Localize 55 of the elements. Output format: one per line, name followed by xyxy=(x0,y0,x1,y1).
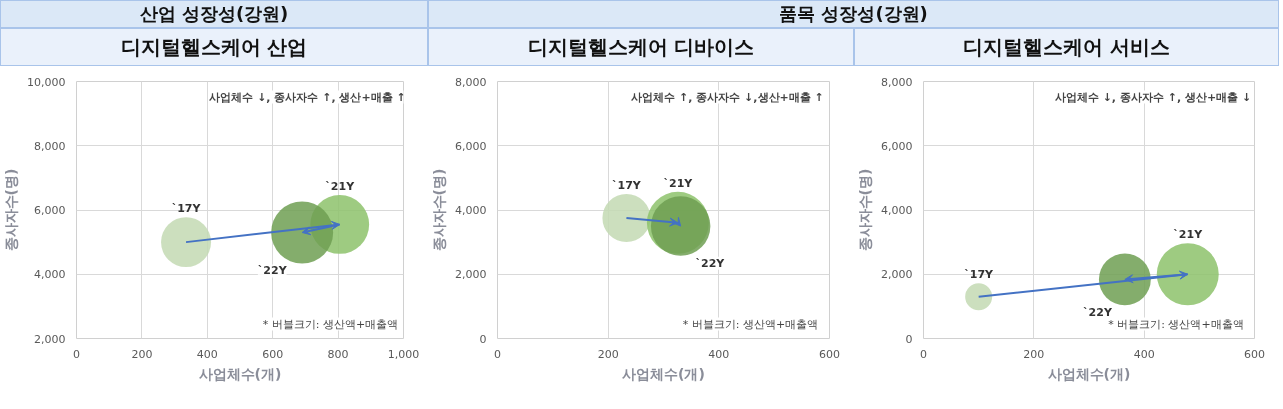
annotation: * 버블크기: 생산액+매출액 xyxy=(1108,317,1244,331)
y-axis-title: 종사자수(명) xyxy=(3,168,20,252)
chart-title: 품목 성장성(강원) xyxy=(779,2,928,26)
y-axis-title: 종사자수(명) xyxy=(857,168,874,252)
annotation: 사업체수 ↑, 종사자수 ↓,생산+매출 ↑ xyxy=(631,90,824,104)
y-tick-label: 4,000 xyxy=(881,204,913,217)
series-label: `22Y xyxy=(1083,306,1113,320)
x-tick-label: 200 xyxy=(131,347,153,361)
y-tick-label: 8,000 xyxy=(455,75,487,89)
series-label: `17Y xyxy=(964,268,995,282)
y-tick-label: 4,000 xyxy=(34,268,66,282)
chart-subtitle: 디지털헬스케어 서비스 xyxy=(963,34,1170,61)
annotation: 사업체수 ↓, 종사자수 ↑, 생산+매출 ↑ xyxy=(209,90,406,104)
series-label: `21Y xyxy=(1173,228,1204,242)
x-tick-label: 600 xyxy=(819,347,840,361)
x-axis-title: 사업체수(개) xyxy=(1047,365,1131,382)
chart-subtitle: 디지털헬스케어 디바이스 xyxy=(527,34,755,61)
y-tick-label: 0 xyxy=(905,332,913,346)
x-tick-label: 600 xyxy=(262,347,284,361)
series-label: `17Y xyxy=(612,179,642,193)
y-tick-label: 0 xyxy=(479,332,487,346)
x-axis-title: 사업체수(개) xyxy=(198,365,282,382)
y-tick-label: 8,000 xyxy=(881,75,913,89)
x-tick-label: 600 xyxy=(1244,347,1265,361)
x-tick-label: 0 xyxy=(494,347,501,361)
annotation: 사업체수 ↓, 종사자수 ↑, 생산+매출 ↓ xyxy=(1054,90,1252,104)
chart-subtitle: 디지털헬스케어 산업 xyxy=(120,34,308,61)
x-axis-title: 사업체수(개) xyxy=(622,365,705,382)
annotation: * 버블크기: 생산액+매출액 xyxy=(262,317,399,331)
y-tick-label: 4,000 xyxy=(455,204,487,217)
series-label: `17Y xyxy=(171,202,202,216)
x-tick-label: 0 xyxy=(920,347,927,361)
series-label: `21Y xyxy=(325,180,356,194)
y-tick-label: 10,000 xyxy=(27,75,66,89)
y-tick-label: 2,000 xyxy=(34,332,66,346)
y-tick-label: 8,000 xyxy=(34,139,66,153)
x-tick-label: 800 xyxy=(327,347,349,361)
y-tick-label: 2,000 xyxy=(455,268,487,282)
series-label: `21Y xyxy=(663,176,694,190)
x-tick-label: 200 xyxy=(597,347,619,361)
y-tick-label: 6,000 xyxy=(34,204,66,217)
series-label: `22Y xyxy=(695,256,726,270)
chart-title: 산업 성장성(강원) xyxy=(139,2,289,26)
y-tick-label: 2,000 xyxy=(881,268,913,282)
series-label: `22Y xyxy=(257,264,288,278)
x-tick-label: 400 xyxy=(1133,347,1155,361)
x-tick-label: 1,000 xyxy=(387,347,420,361)
x-tick-label: 400 xyxy=(708,347,730,361)
annotation: * 버블크기: 생산액+매출액 xyxy=(682,317,819,331)
y-axis-title: 종사자수(명) xyxy=(431,168,448,252)
y-tick-label: 6,000 xyxy=(881,139,913,153)
x-tick-label: 400 xyxy=(196,347,218,361)
y-tick-label: 6,000 xyxy=(455,139,487,153)
x-tick-label: 0 xyxy=(73,347,80,361)
x-tick-label: 200 xyxy=(1023,347,1045,361)
